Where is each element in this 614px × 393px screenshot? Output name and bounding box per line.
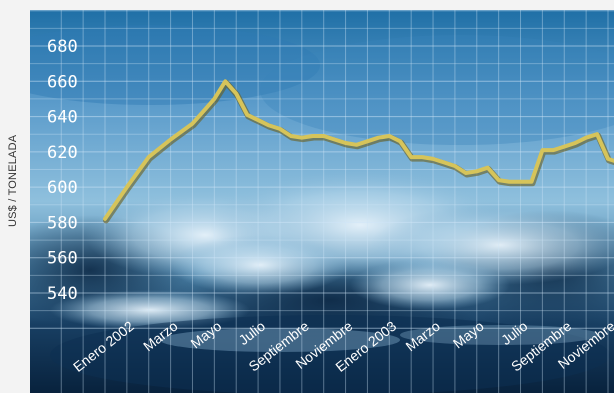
y-tick-label: 540 bbox=[47, 284, 78, 304]
series-line bbox=[103, 79, 614, 221]
y-tick-label: 620 bbox=[47, 143, 78, 163]
y-tick-label: 640 bbox=[47, 108, 78, 128]
y-tick-label: 580 bbox=[47, 213, 78, 233]
y-tick-label: 560 bbox=[47, 249, 78, 269]
y-tick-label: 600 bbox=[47, 178, 78, 198]
y-axis-ticks: 540 560 580 600 620 640 660 680 bbox=[47, 37, 78, 304]
series-layer bbox=[103, 79, 614, 224]
chart-area: 540 560 580 600 620 640 660 680 Enero 2002 Marzo… bbox=[30, 10, 614, 393]
y-tick-label: 660 bbox=[47, 72, 78, 92]
y-axis-label: US$ / TONELADA bbox=[7, 134, 19, 227]
y-tick-label: 680 bbox=[47, 37, 78, 57]
